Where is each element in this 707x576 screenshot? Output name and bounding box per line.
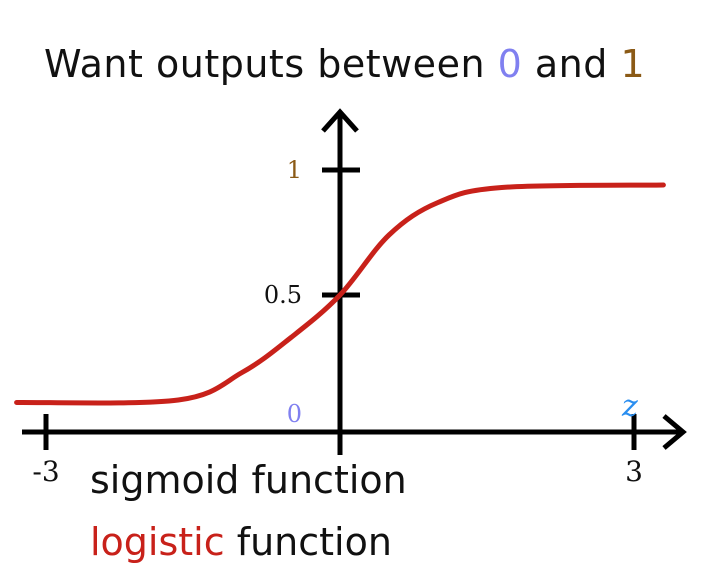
caption-logistic-highlight: logistic bbox=[90, 520, 225, 564]
y-axis-arrowhead bbox=[321, 108, 359, 133]
y-tick-label-0: 1 bbox=[287, 156, 302, 184]
chart-tick-labels: -3 3 1 0.5 0 bbox=[32, 156, 643, 488]
title-high-value: 1 bbox=[620, 42, 646, 86]
chart-title: Want outputs between 0 and 1 bbox=[44, 42, 645, 86]
x-tick-label-0: -3 bbox=[32, 455, 59, 488]
y-tick-label-2: 0 bbox=[287, 400, 302, 428]
title-middle: and bbox=[522, 42, 621, 86]
y-tick-label-1: 0.5 bbox=[264, 281, 302, 309]
caption-logistic-rest: function bbox=[224, 520, 392, 564]
caption-logistic: logistic function bbox=[90, 520, 392, 564]
title-low-value: 0 bbox=[497, 42, 523, 86]
sigmoid-curve-0 bbox=[14, 182, 666, 406]
x-axis-arrowhead bbox=[662, 414, 687, 450]
caption-sigmoid: sigmoid function bbox=[90, 458, 407, 502]
x-axis-label: z bbox=[621, 389, 638, 424]
chart-series bbox=[14, 182, 666, 406]
x-tick-label-1: 3 bbox=[625, 455, 643, 488]
title-prefix: Want outputs between bbox=[44, 42, 498, 86]
